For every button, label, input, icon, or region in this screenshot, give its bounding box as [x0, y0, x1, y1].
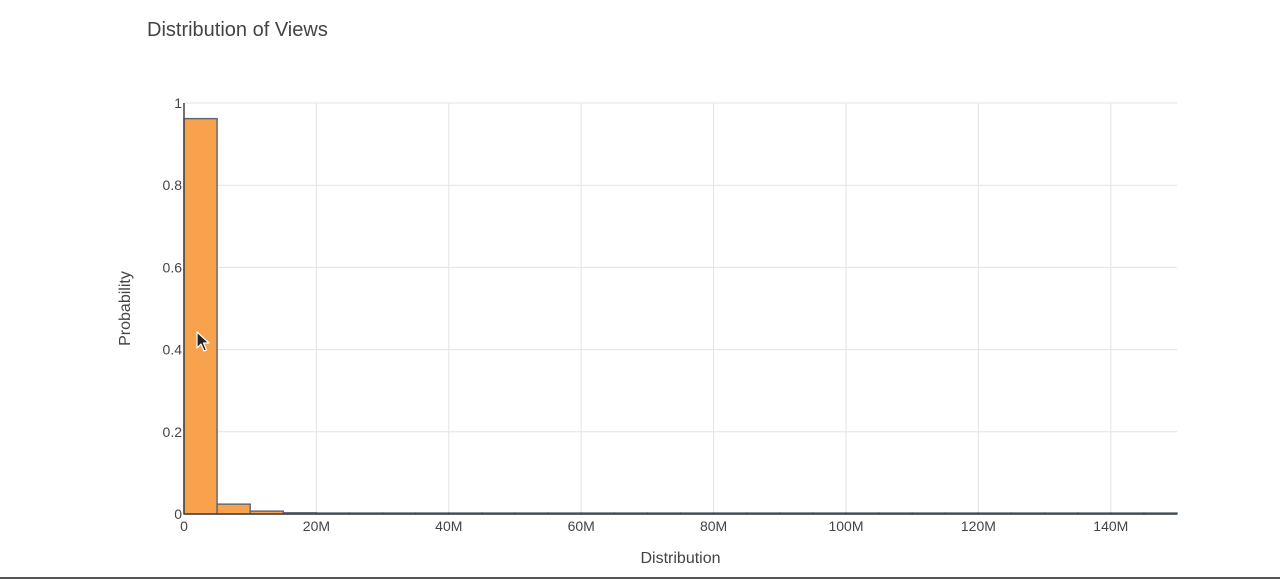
- x-tick-label: 60M: [568, 518, 595, 534]
- x-tick-label: 120M: [961, 518, 996, 534]
- x-axis-title: Distribution: [640, 550, 720, 567]
- axes: 0 20M 40M 60M 80M 100M 120M 140M 0 0.2 0.4 0.6 0.8 1: [163, 95, 1177, 534]
- y-tick-label: 0.8: [163, 177, 183, 193]
- grid-lines: [184, 102, 1177, 514]
- x-tick-label: 40M: [435, 518, 462, 534]
- x-tick-label: 0: [180, 518, 188, 534]
- chart-title: Distribution of Views: [147, 19, 328, 41]
- x-tick-label: 140M: [1093, 518, 1128, 534]
- histogram-bar[interactable]: [183, 117, 218, 515]
- y-tick-label: 0.4: [163, 342, 183, 358]
- y-axis-title: Probability: [117, 271, 134, 346]
- mouse-pointer-icon: [196, 331, 210, 352]
- x-tick-label: 80M: [700, 518, 727, 534]
- y-tick-label: 1: [174, 95, 182, 111]
- histogram-bar[interactable]: [216, 503, 251, 515]
- y-tick-label: 0.2: [163, 424, 183, 440]
- y-tick-label: 0: [174, 506, 182, 522]
- x-tick-label: 20M: [303, 518, 330, 534]
- y-tick-label: 0.6: [163, 259, 183, 275]
- histogram-bars[interactable]: [183, 117, 1178, 515]
- bottom-divider: [0, 577, 1280, 579]
- x-tick-label: 100M: [828, 518, 863, 534]
